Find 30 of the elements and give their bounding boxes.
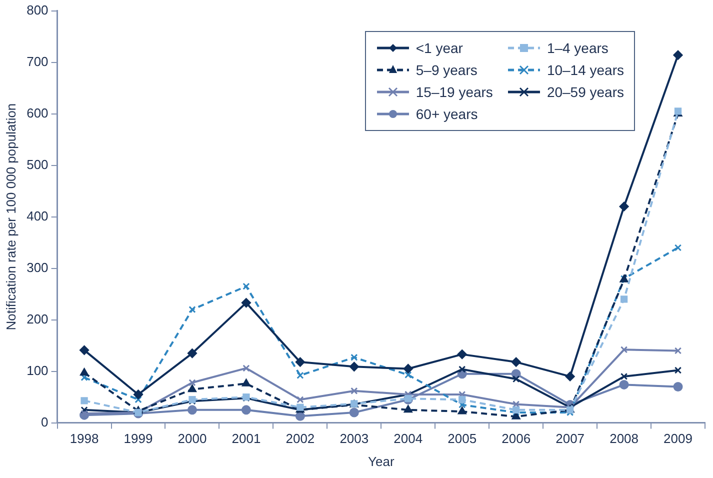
- y-axis-title: Notification rate per 100 000 population: [3, 103, 18, 330]
- y-tick-label: 300: [26, 260, 48, 275]
- y-tick-label: 600: [26, 105, 48, 120]
- x-tick-label: 1998: [70, 431, 99, 446]
- legend-label: 15–19 years: [416, 84, 493, 100]
- x-tick-label: 2006: [502, 431, 531, 446]
- y-tick-label: 700: [26, 54, 48, 69]
- y-tick-label: 800: [26, 2, 48, 18]
- y-tick-label: 500: [26, 156, 48, 172]
- x-tick-label: 2001: [232, 431, 261, 446]
- y-tick-label: 200: [26, 311, 48, 326]
- x-tick-label: 2005: [448, 431, 477, 446]
- x-tick-label: 1999: [124, 431, 153, 446]
- x-tick-label: 2003: [340, 431, 369, 446]
- y-tick-label: 0: [41, 414, 48, 430]
- y-tick-label: 100: [26, 362, 48, 378]
- x-tick-label: 2008: [610, 431, 638, 446]
- legend-label: 5–9 years: [416, 62, 478, 78]
- legend-label: <1 year: [416, 40, 463, 56]
- x-axis-title: Year: [368, 454, 395, 469]
- x-tick-label: 2009: [664, 431, 692, 446]
- x-tick-label: 2002: [286, 431, 315, 446]
- y-tick-label: 400: [26, 208, 48, 224]
- x-tick-label: 2007: [556, 431, 585, 446]
- legend-label: 10–14 years: [546, 62, 624, 78]
- x-tick-label: 2000: [178, 431, 207, 446]
- legend-label: 1–4 years: [546, 40, 608, 56]
- legend-label: 60+ years: [416, 106, 478, 122]
- x-tick-label: 2004: [394, 431, 423, 446]
- legend-label: 20–59 years: [546, 84, 624, 100]
